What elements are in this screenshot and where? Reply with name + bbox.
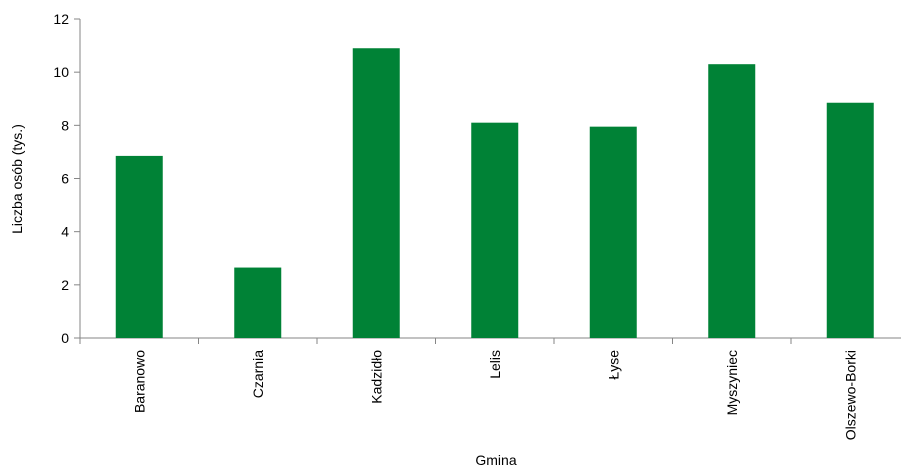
y-tick-label: 2 <box>61 277 69 293</box>
bar-lelis <box>471 122 519 338</box>
y-tick-label: 6 <box>61 171 69 187</box>
bar-myszyniec <box>708 64 756 339</box>
x-tick-label: Baranowo <box>131 350 147 413</box>
y-tick-label: 4 <box>61 224 69 240</box>
x-tick-label: Lelis <box>487 350 503 379</box>
x-tick-label: Myszyniec <box>724 350 740 415</box>
bar-kadzidło <box>352 48 400 338</box>
y-tick-label: 12 <box>53 11 69 27</box>
y-tick-label: 10 <box>53 64 69 80</box>
bar-baranowo <box>115 155 163 338</box>
bar-czarnia <box>234 267 282 338</box>
y-tick-label: 0 <box>61 330 69 346</box>
y-tick-label: 8 <box>61 117 69 133</box>
y-axis-title: Liczba osób (tys.) <box>9 124 25 234</box>
x-tick-label: Łyse <box>605 350 621 380</box>
bar-olszewo-borki <box>826 102 874 338</box>
bar-łyse <box>589 126 637 338</box>
x-tick-label: Czarnia <box>250 350 266 398</box>
x-axis-title: Gmina <box>475 452 516 468</box>
plot-area: 0 2 4 6 8 10 12 Baranowo Czarnia Kadzidło Lelis Łys… <box>53 11 901 440</box>
x-tick-label: Olszewo-Borki <box>842 350 858 440</box>
x-tick-label: Kadzidło <box>368 350 384 404</box>
